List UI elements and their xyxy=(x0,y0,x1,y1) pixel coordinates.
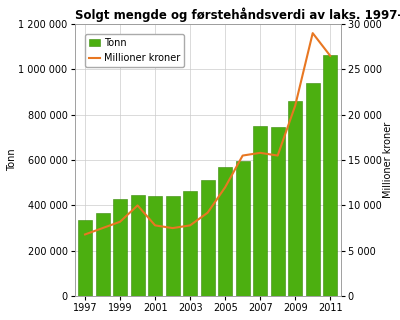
Bar xyxy=(271,127,285,296)
Bar xyxy=(148,196,162,296)
Bar xyxy=(218,167,232,296)
Text: Solgt mengde og førstehåndsverdi av laks. 1997-2011: Solgt mengde og førstehåndsverdi av laks… xyxy=(74,7,400,21)
Bar xyxy=(288,101,302,296)
Y-axis label: Millioner kroner: Millioner kroner xyxy=(383,122,393,198)
Legend: Tonn, Millioner kroner: Tonn, Millioner kroner xyxy=(85,34,184,67)
Bar xyxy=(78,220,92,296)
Bar xyxy=(166,196,180,296)
Bar xyxy=(253,126,267,296)
Bar xyxy=(323,55,337,296)
Bar xyxy=(96,213,110,296)
Bar xyxy=(183,191,197,296)
Bar xyxy=(201,180,215,296)
Bar xyxy=(113,199,127,296)
Bar xyxy=(306,83,320,296)
Bar xyxy=(236,161,250,296)
Y-axis label: Tonn: Tonn xyxy=(7,149,17,172)
Bar xyxy=(130,195,144,296)
